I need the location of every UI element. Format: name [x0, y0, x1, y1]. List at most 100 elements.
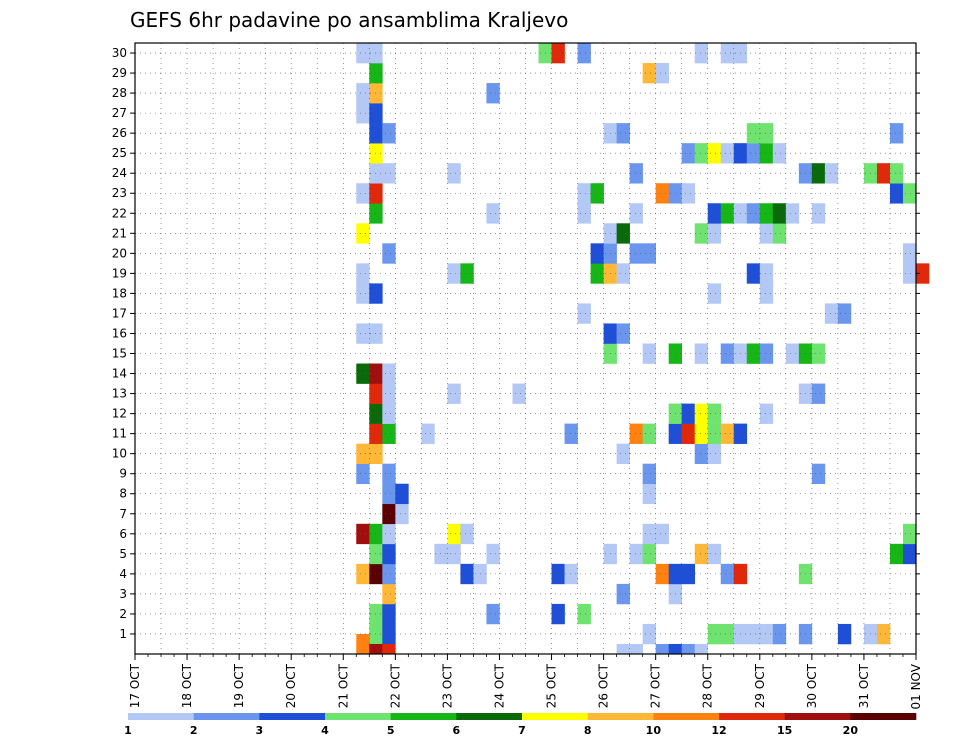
heatmap-cell	[889, 163, 904, 184]
heatmap-cell	[824, 303, 839, 324]
x-tick-label: 24 OCT	[492, 663, 506, 708]
color-legend: 1 2 3 4 5 6 7 8 10 12 15 20	[124, 713, 917, 737]
heatmap-cell	[512, 383, 526, 404]
heatmap-cell	[356, 283, 370, 304]
heatmap-cell	[694, 343, 709, 364]
heatmap-cell	[629, 163, 643, 184]
heatmap-cell	[681, 403, 696, 424]
heatmap-cell	[356, 263, 370, 284]
legend-swatch	[259, 713, 326, 720]
y-tick-label: 21	[112, 226, 127, 240]
heatmap-cell	[811, 343, 826, 364]
heatmap-cell	[356, 633, 370, 655]
x-tick-label: 29 OCT	[753, 663, 767, 708]
heatmap-cell	[616, 123, 630, 144]
y-tick-label: 4	[119, 567, 127, 581]
heatmap-cell	[356, 103, 370, 124]
x-tick-label: 19 OCT	[232, 663, 246, 708]
heatmap-cell	[642, 463, 656, 485]
y-tick-label: 15	[112, 347, 127, 361]
heatmap-cell	[642, 423, 656, 444]
x-tick-label: 28 OCT	[701, 663, 715, 708]
heatmap-cell	[590, 263, 604, 284]
heatmap-cell	[694, 443, 709, 464]
heatmap-cell	[616, 583, 630, 605]
heatmap-cell	[382, 623, 396, 645]
heatmap-cell	[720, 623, 735, 645]
heatmap-cell	[356, 443, 370, 464]
y-tick-label: 30	[112, 46, 127, 60]
heatmap-cell	[460, 563, 474, 585]
x-tick-label: 18 OCT	[180, 663, 194, 708]
legend-label: 15	[777, 724, 792, 737]
heatmap-cell	[655, 63, 669, 84]
x-tick-label: 30 OCT	[805, 663, 819, 708]
heatmap-cell	[395, 503, 409, 525]
heatmap-cell	[577, 303, 591, 324]
y-tick-label: 23	[112, 186, 127, 200]
heatmap-cell	[746, 143, 761, 164]
heatmap-cell	[447, 523, 461, 545]
heatmap-cell	[824, 163, 839, 184]
y-tick-label: 12	[112, 407, 127, 421]
y-tick-label: 8	[119, 487, 127, 501]
heatmap-cell	[616, 643, 630, 655]
heatmap-cell	[577, 603, 591, 625]
legend-swatch	[653, 713, 720, 720]
x-tick-label: 01 NOV	[909, 663, 923, 709]
heatmap-cell	[382, 243, 396, 264]
heatmap-cell	[720, 203, 735, 224]
heatmap-cell	[551, 43, 565, 64]
y-tick-label: 17	[112, 306, 127, 320]
heatmap-cell	[889, 123, 904, 144]
heatmap-cell	[759, 143, 774, 164]
heatmap-cell	[707, 423, 722, 444]
legend-swatch	[456, 713, 523, 720]
heatmap-cell	[785, 343, 800, 364]
heatmap-cell	[369, 643, 383, 655]
heatmap-cell	[772, 223, 787, 244]
x-tick-label: 22 OCT	[388, 663, 402, 708]
legend-label: 8	[584, 724, 592, 737]
heatmap-cell	[889, 543, 904, 565]
x-tick-label: 23 OCT	[440, 663, 454, 708]
heatmap-cell	[694, 403, 709, 424]
heatmap-cell	[382, 543, 396, 565]
y-tick-label: 5	[119, 547, 127, 561]
heatmap-cell	[460, 263, 474, 284]
heatmap-cell	[629, 203, 643, 224]
heatmap-cell	[642, 523, 656, 545]
heatmap-cell	[811, 383, 826, 404]
heatmap-cell	[551, 603, 565, 625]
heatmap-cell	[434, 543, 448, 565]
heatmap-cell	[460, 523, 474, 545]
heatmap-cell	[577, 43, 591, 64]
x-tick-label: 31 OCT	[857, 663, 871, 708]
y-tick-label: 1	[119, 627, 127, 641]
heatmap-cell	[642, 243, 656, 264]
heatmap-cell	[759, 403, 774, 424]
heatmap-cell	[759, 223, 774, 244]
heatmap-cell	[382, 383, 396, 404]
y-tick-label: 19	[112, 266, 127, 280]
heatmap-cell	[616, 263, 630, 284]
heatmap-cell	[616, 223, 630, 244]
heatmap-cell	[902, 263, 917, 284]
y-tick-label: 26	[112, 126, 127, 140]
heatmap-cell	[720, 563, 735, 585]
legend-swatch	[850, 713, 917, 720]
heatmap-cell	[356, 323, 370, 344]
legend-swatch	[325, 713, 391, 720]
legend-label: 2	[190, 724, 198, 737]
heatmap-cell	[811, 203, 826, 224]
y-tick-label: 25	[112, 146, 127, 160]
heatmap-cell	[772, 203, 787, 224]
heatmap-cell	[356, 523, 370, 545]
heatmap-cell	[356, 463, 370, 485]
heatmap-cell	[382, 523, 396, 545]
heatmap-cell	[902, 243, 917, 264]
heatmap-cell	[694, 423, 709, 444]
legend-label: 1	[124, 724, 132, 737]
legend-label: 5	[387, 724, 395, 737]
grid-lines	[134, 43, 917, 654]
